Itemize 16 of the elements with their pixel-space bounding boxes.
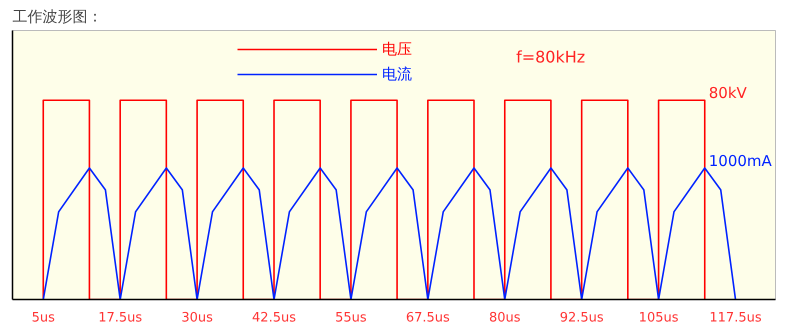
chart-title: 工作波形图： (12, 8, 102, 26)
x-tick-label: 55us (335, 310, 367, 326)
x-tick-label: 105us (638, 310, 679, 326)
annotation: 1000mA (708, 152, 773, 170)
x-tick-label: 117.5us (709, 310, 762, 326)
x-tick-label: 42.5us (252, 310, 296, 326)
x-tick-label: 80us (488, 310, 521, 326)
annotation: 80kV (708, 84, 748, 102)
x-tick-label: 5us (32, 310, 56, 326)
text: 电压 (382, 40, 412, 58)
x-tick-label: 30us (181, 310, 214, 326)
x-tick-label: 17.5us (98, 310, 142, 326)
text: f=80kHz (516, 47, 586, 66)
x-tick-label: 67.5us (406, 310, 450, 326)
x-tick-label: 92.5us (560, 310, 604, 326)
text: 电流 (382, 64, 412, 84)
